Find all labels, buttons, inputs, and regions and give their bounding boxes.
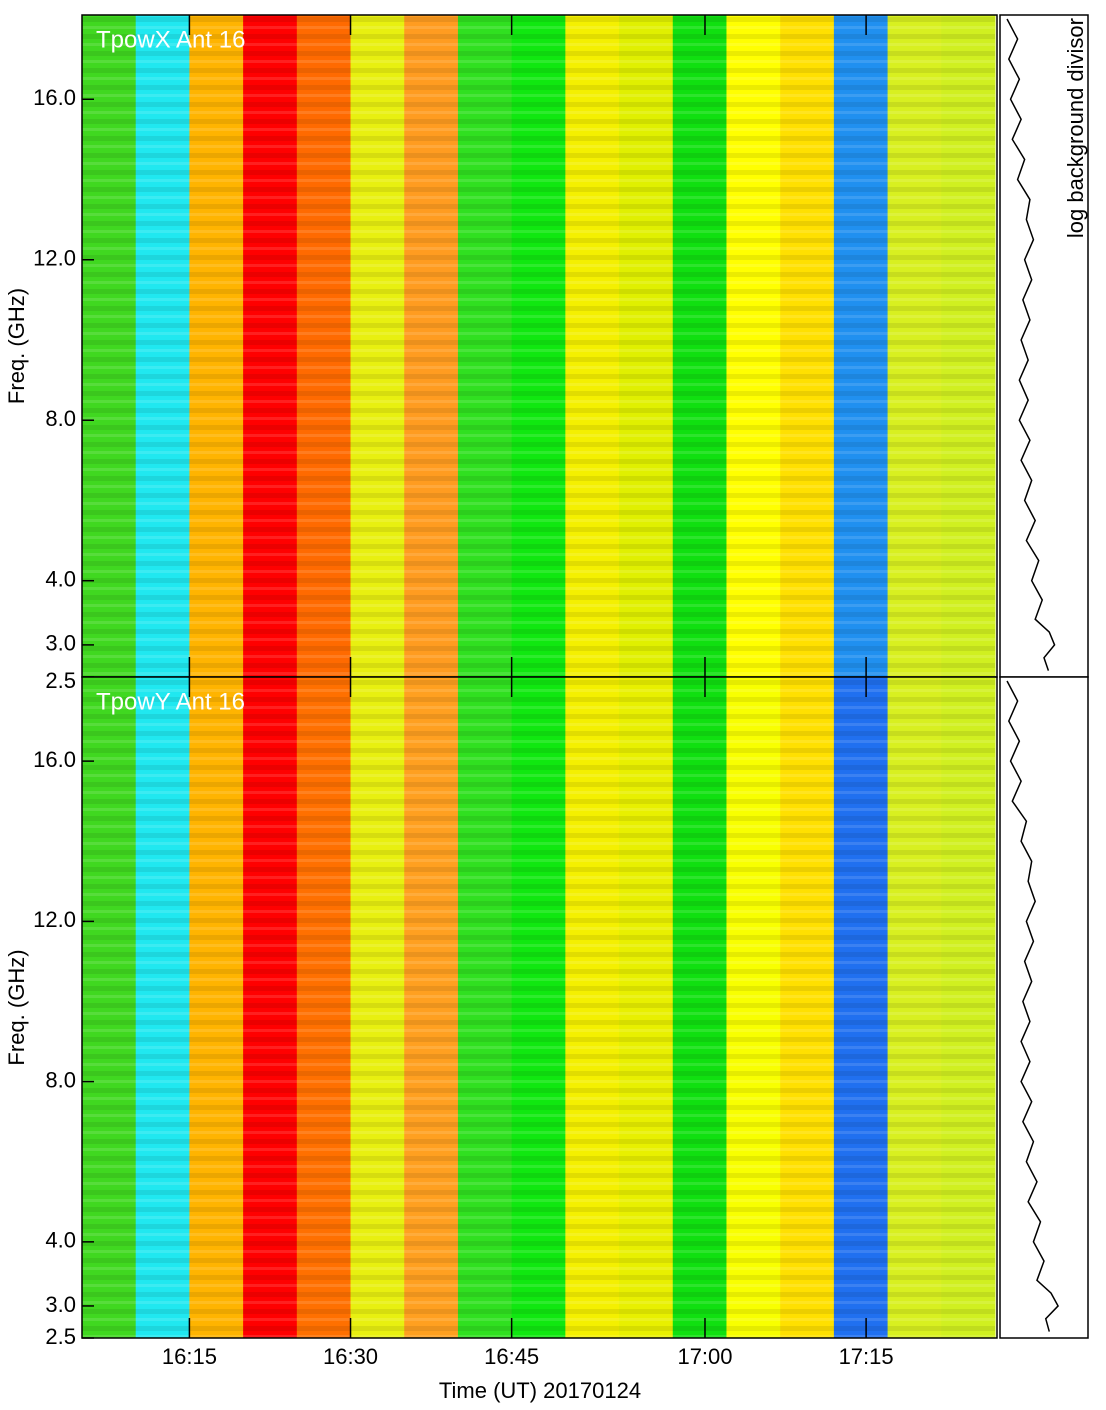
x-tick-label: 16:15 [162, 1344, 217, 1369]
profile-frame [999, 676, 1089, 1339]
y-tick-label: 8.0 [45, 1067, 76, 1092]
stripe-overlay [82, 15, 995, 677]
y-axis-label: Freq. (GHz) [4, 288, 29, 404]
panel-title: TpowY Ant 16 [96, 688, 245, 715]
x-axis-label: Time (UT) 20170124 [439, 1378, 641, 1403]
y-tick-label: 2.5 [45, 1324, 76, 1349]
y-tick-label: 12.0 [33, 246, 76, 271]
y-axis-label: Freq. (GHz) [4, 949, 29, 1065]
profile-label: log background divisor [1063, 18, 1088, 238]
profile-line [1006, 18, 1056, 671]
y-tick-label: 3.0 [45, 631, 76, 656]
y-tick-label: 4.0 [45, 567, 76, 592]
x-tick-label: 16:30 [323, 1344, 378, 1369]
y-tick-label: 4.0 [45, 1228, 76, 1253]
y-tick-label: 8.0 [45, 406, 76, 431]
y-tick-label: 2.5 [45, 668, 76, 693]
profile-frame [999, 14, 1089, 678]
plot-frame [81, 676, 998, 1339]
stripe-overlay [82, 677, 995, 1338]
y-tick-label: 16.0 [33, 747, 76, 772]
y-tick-label: 12.0 [33, 907, 76, 932]
x-tick-label: 17:00 [677, 1344, 732, 1369]
profile-line [1006, 680, 1060, 1332]
panel-title: TpowX Ant 16 [96, 26, 245, 53]
x-tick-label: 16:45 [484, 1344, 539, 1369]
y-tick-label: 16.0 [33, 85, 76, 110]
x-tick-label: 17:15 [839, 1344, 894, 1369]
y-tick-label: 3.0 [45, 1292, 76, 1317]
